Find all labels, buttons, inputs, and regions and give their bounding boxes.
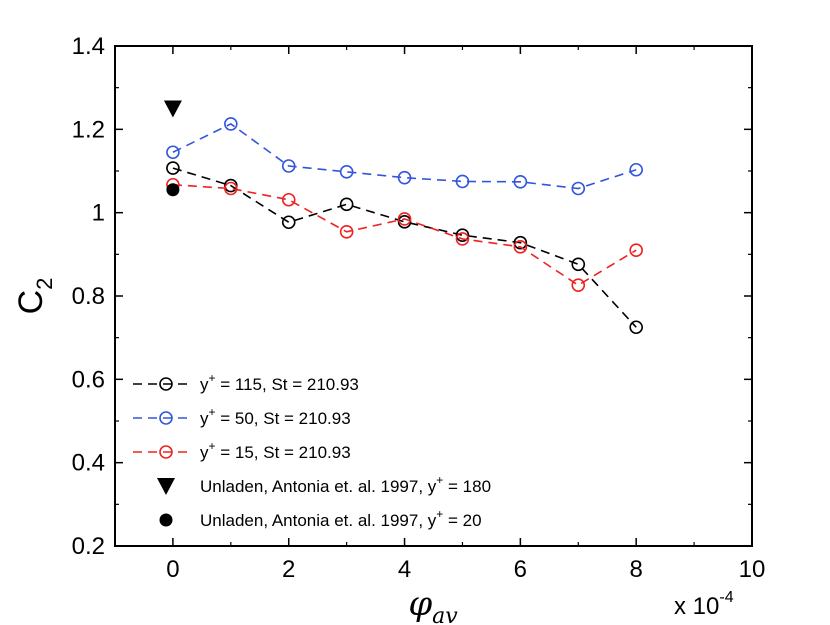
x-axis-label-main: φ — [408, 584, 432, 624]
x-axis-label: φav — [408, 584, 458, 625]
legend-label-main: y — [200, 443, 209, 462]
x-tick-label: 0 — [166, 556, 179, 583]
y-axis-label-main: C — [12, 290, 50, 315]
y-tick-label: 1.2 — [72, 116, 105, 143]
data-point — [281, 192, 296, 207]
data-point — [339, 165, 354, 179]
x-tick-label: 2 — [282, 556, 295, 583]
legend-label-superscript: + — [209, 439, 216, 453]
y-tick-label: 1.4 — [72, 33, 105, 60]
legend-marker — [157, 478, 175, 495]
x-tick-label: 10 — [739, 556, 766, 583]
legend-label-superscript: + — [436, 507, 443, 521]
data-point — [397, 215, 412, 229]
data-point — [629, 243, 643, 257]
legend-label-superscript: + — [209, 371, 216, 385]
legend-label: Unladen, Antonia et. al. 1997, y+ = 20 — [200, 507, 482, 530]
legend-label: Unladen, Antonia et. al. 1997, y+ = 180 — [200, 473, 491, 496]
series-line — [172, 183, 637, 287]
x-tick-label: 4 — [398, 556, 411, 583]
legend-label-main: y — [200, 409, 209, 428]
legend-label-rest: = 20 — [443, 511, 481, 530]
legend-label-main: Unladen, Antonia et. al. 1997, y — [200, 511, 437, 530]
data-point — [166, 161, 180, 175]
y-tick-label: 0.2 — [72, 533, 105, 560]
data-point — [513, 240, 528, 254]
legend-label-rest: = 15, St = 210.93 — [216, 443, 351, 462]
legend-label-rest: = 180 — [443, 477, 491, 496]
y-axis-label-subscript: 2 — [32, 278, 57, 290]
series-4 — [166, 183, 180, 197]
legend-entry-2: y+ = 15, St = 210.93 — [133, 439, 351, 462]
legend-label: y+ = 15, St = 210.93 — [200, 439, 351, 462]
data-point — [166, 145, 180, 160]
y-tick-label: 0.4 — [72, 450, 105, 477]
x-axis-label-subscript: av — [432, 604, 458, 625]
y-tick-label: 0.6 — [72, 366, 105, 393]
data-point — [513, 175, 528, 189]
legend-entry-0: y+ = 115, St = 210.93 — [133, 371, 359, 394]
legend-marker — [159, 513, 173, 527]
y-axis-label: C2 — [12, 278, 57, 315]
data-point — [571, 257, 586, 272]
data-point — [571, 278, 586, 292]
legend-label-main: Unladen, Antonia et. al. 1997, y — [200, 477, 437, 496]
data-point — [455, 174, 470, 189]
data-point — [455, 232, 470, 246]
data-point — [571, 181, 586, 196]
data-point — [339, 197, 354, 212]
data-point — [224, 117, 238, 131]
x-axis-multiplier-exponent: -4 — [719, 589, 733, 606]
data-point — [629, 162, 643, 177]
y-tick-label: 0.8 — [72, 283, 105, 310]
plot-area-frame — [114, 45, 753, 547]
legend-label-superscript: + — [436, 473, 443, 487]
data-point — [513, 235, 528, 250]
data-point — [281, 215, 296, 230]
legend-entry-1: y+ = 50, St = 210.93 — [133, 405, 351, 428]
data-point — [455, 228, 470, 242]
legend-label-rest: = 50, St = 210.93 — [216, 409, 351, 428]
legend-label: y+ = 115, St = 210.93 — [200, 371, 359, 394]
series-0 — [166, 161, 643, 335]
legend-entry-3: Unladen, Antonia et. al. 1997, y+ = 180 — [157, 473, 491, 496]
data-point — [166, 183, 180, 197]
legend-label-superscript: + — [209, 405, 216, 419]
legend-entry-4: Unladen, Antonia et. al. 1997, y+ = 20 — [159, 507, 482, 530]
y-tick-label: 1 — [92, 200, 105, 227]
data-point — [163, 100, 182, 118]
series-line — [172, 167, 637, 328]
legend-marker — [159, 445, 173, 459]
data-point — [339, 225, 354, 239]
x-tick-label: 8 — [630, 556, 643, 583]
legend-marker — [159, 377, 173, 391]
data-point — [397, 212, 412, 226]
data-point — [629, 320, 643, 335]
legend-label: y+ = 50, St = 210.93 — [200, 405, 351, 428]
x-axis-multiplier: x 10-4 — [674, 589, 734, 620]
series-line — [172, 122, 637, 190]
legend-label-main: y — [200, 375, 209, 394]
legend-marker — [159, 411, 173, 425]
data-point — [224, 181, 238, 196]
series-1 — [166, 117, 643, 196]
data-point — [397, 170, 412, 185]
data-point — [281, 159, 296, 173]
x-axis-multiplier-base: x 10 — [674, 593, 719, 620]
x-tick-label: 6 — [514, 556, 527, 583]
series-2 — [166, 177, 643, 292]
legend-label-rest: = 115, St = 210.93 — [216, 375, 359, 394]
series-3 — [163, 100, 182, 118]
